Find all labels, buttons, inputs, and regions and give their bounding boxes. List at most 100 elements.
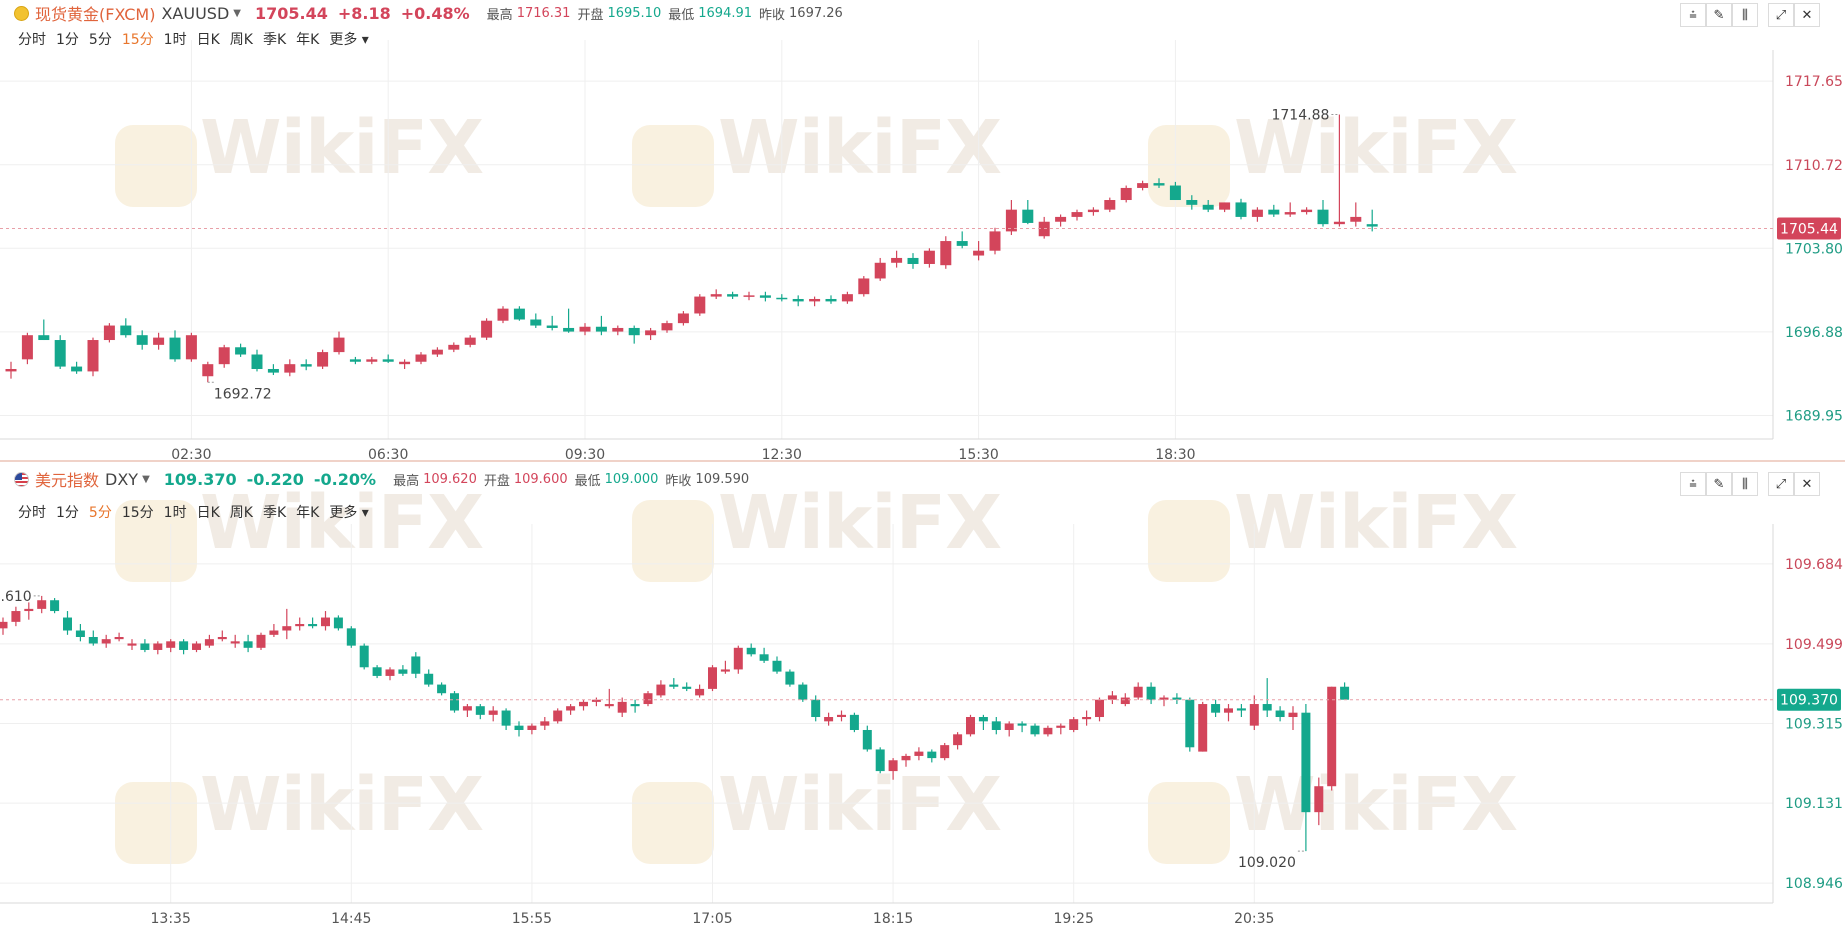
y-tick-label: 1710.72 bbox=[1785, 158, 1843, 174]
candle-body bbox=[431, 349, 443, 355]
candle-body bbox=[1236, 708, 1246, 711]
last-price-tag-label: 109.370 bbox=[1780, 693, 1838, 709]
candle-body bbox=[153, 643, 163, 650]
candle-body bbox=[978, 717, 988, 722]
candle-body bbox=[398, 669, 408, 674]
expand-icon[interactable]: ⤢ bbox=[1768, 472, 1794, 496]
interval-tab[interactable]: 5分 bbox=[88, 32, 112, 48]
interval-tab[interactable]: 季K bbox=[262, 505, 287, 521]
candle-body bbox=[858, 278, 870, 295]
interval-tab[interactable]: 周K bbox=[229, 32, 253, 48]
interval-tab[interactable]: 更多 ▾ bbox=[329, 505, 369, 521]
draw-pen-icon[interactable]: ✎ bbox=[1706, 3, 1732, 27]
open-label: 开盘 bbox=[577, 7, 604, 23]
candle-body bbox=[798, 684, 808, 700]
interval-tab[interactable]: 1分 bbox=[56, 505, 79, 521]
interval-tab[interactable]: 分时 bbox=[18, 505, 46, 521]
candle-body bbox=[101, 639, 111, 644]
candle-body bbox=[591, 699, 601, 702]
candle-body bbox=[1087, 209, 1099, 213]
candle-body bbox=[720, 669, 730, 672]
candle-body bbox=[1185, 699, 1195, 748]
interval-tab[interactable]: 季K bbox=[262, 32, 287, 48]
candle-body bbox=[1235, 202, 1247, 217]
interval-tab[interactable]: 1分 bbox=[56, 32, 79, 48]
candle-body bbox=[1071, 212, 1083, 217]
candle-body bbox=[743, 295, 755, 297]
candle-body bbox=[785, 671, 795, 685]
candle-body bbox=[645, 330, 657, 336]
candle-body bbox=[21, 335, 33, 360]
instrument-symbol[interactable]: DXY bbox=[105, 469, 139, 489]
draw-pen-icon[interactable]: ✎ bbox=[1706, 472, 1732, 496]
symbol-dropdown-icon[interactable]: ▼ bbox=[142, 473, 150, 485]
candle-body bbox=[825, 298, 837, 302]
candle-body bbox=[1340, 686, 1350, 700]
instrument-symbol[interactable]: XAUUSD bbox=[161, 3, 230, 23]
interval-tab[interactable]: 5分 bbox=[88, 505, 112, 521]
dxy-candlestick-chart[interactable]: 108.946 109.131 109.315 109.499 109.684 13:35… bbox=[0, 462, 1845, 925]
interval-tab[interactable]: 15分 bbox=[121, 505, 154, 521]
interval-tab[interactable]: 1时 bbox=[163, 505, 187, 521]
candle-body bbox=[1004, 723, 1014, 730]
candle-body bbox=[71, 366, 83, 372]
x-tick-label: 12:30 bbox=[762, 447, 802, 461]
interval-tab[interactable]: 年K bbox=[296, 505, 320, 521]
candle-body bbox=[185, 335, 197, 360]
x-tick-label: 19:25 bbox=[1054, 911, 1094, 925]
candle-body bbox=[553, 710, 563, 722]
instrument-name[interactable]: 现货黄金(FXCM) bbox=[35, 5, 156, 24]
interval-tab[interactable]: 日K bbox=[196, 505, 220, 521]
candle-body bbox=[333, 617, 343, 629]
instrument-name[interactable]: 美元指数 bbox=[35, 471, 100, 490]
panel-divider[interactable] bbox=[0, 460, 1845, 462]
interval-tab[interactable]: 15分 bbox=[121, 32, 154, 48]
prev-close-value: 1697.26 bbox=[789, 5, 843, 21]
candle-body bbox=[617, 701, 627, 713]
chart-toolbar: ⩮ ✎ ⫼ ⤢ ✕ bbox=[1680, 3, 1820, 27]
y-tick-label: 109.684 bbox=[1785, 557, 1843, 573]
candle-body bbox=[1030, 725, 1040, 735]
candle-body bbox=[1219, 202, 1231, 210]
expand-icon[interactable]: ⤢ bbox=[1768, 3, 1794, 27]
interval-tab[interactable]: 日K bbox=[196, 32, 220, 48]
candle-body bbox=[267, 368, 279, 373]
interval-tab[interactable]: 更多 ▾ bbox=[329, 32, 369, 48]
candle-body bbox=[475, 706, 485, 715]
candle-body bbox=[710, 294, 722, 297]
interval-tab[interactable]: 1时 bbox=[163, 32, 187, 48]
candle-body bbox=[1095, 699, 1104, 718]
low-label: 最低 bbox=[668, 7, 695, 23]
close-icon[interactable]: ✕ bbox=[1794, 472, 1820, 496]
candle-body bbox=[424, 673, 434, 685]
interval-tab[interactable]: 年K bbox=[296, 32, 320, 48]
open-value: 1695.10 bbox=[607, 5, 662, 21]
candle-body bbox=[87, 340, 99, 372]
candle-body bbox=[169, 337, 181, 360]
y-tick-label: 109.315 bbox=[1785, 717, 1843, 733]
candle-body bbox=[1301, 209, 1313, 213]
wikifx-logo-icon bbox=[632, 782, 714, 864]
x-tick-label: 06:30 bbox=[368, 447, 408, 461]
xauusd-candlestick-chart[interactable]: 1689.95 1696.88 1703.80 1710.72 1717.65 02:30… bbox=[0, 0, 1845, 461]
candle-body bbox=[0, 621, 8, 629]
candle-body bbox=[1005, 209, 1017, 232]
symbol-dropdown-icon[interactable]: ▼ bbox=[233, 7, 241, 19]
interval-tab[interactable]: 分时 bbox=[18, 32, 46, 48]
candle-body bbox=[204, 639, 214, 646]
candle-body bbox=[1056, 725, 1066, 728]
candle-body bbox=[1022, 209, 1034, 223]
candle-body bbox=[1301, 712, 1311, 813]
indicator-icon[interactable]: ⩮ bbox=[1680, 3, 1706, 27]
close-icon[interactable]: ✕ bbox=[1794, 3, 1820, 27]
candle-body bbox=[1333, 221, 1345, 225]
candle-type-icon[interactable]: ⫼ bbox=[1732, 3, 1758, 27]
high-value: 1716.31 bbox=[516, 5, 571, 21]
candle-type-icon[interactable]: ⫼ bbox=[1732, 472, 1758, 496]
indicator-icon[interactable]: ⩮ bbox=[1680, 472, 1706, 496]
candle-body bbox=[140, 643, 150, 650]
interval-tab[interactable]: 周K bbox=[229, 505, 253, 521]
x-tick-label: 17:05 bbox=[692, 911, 732, 925]
candle-body bbox=[1262, 704, 1272, 711]
high-label: 最高 bbox=[486, 7, 513, 23]
